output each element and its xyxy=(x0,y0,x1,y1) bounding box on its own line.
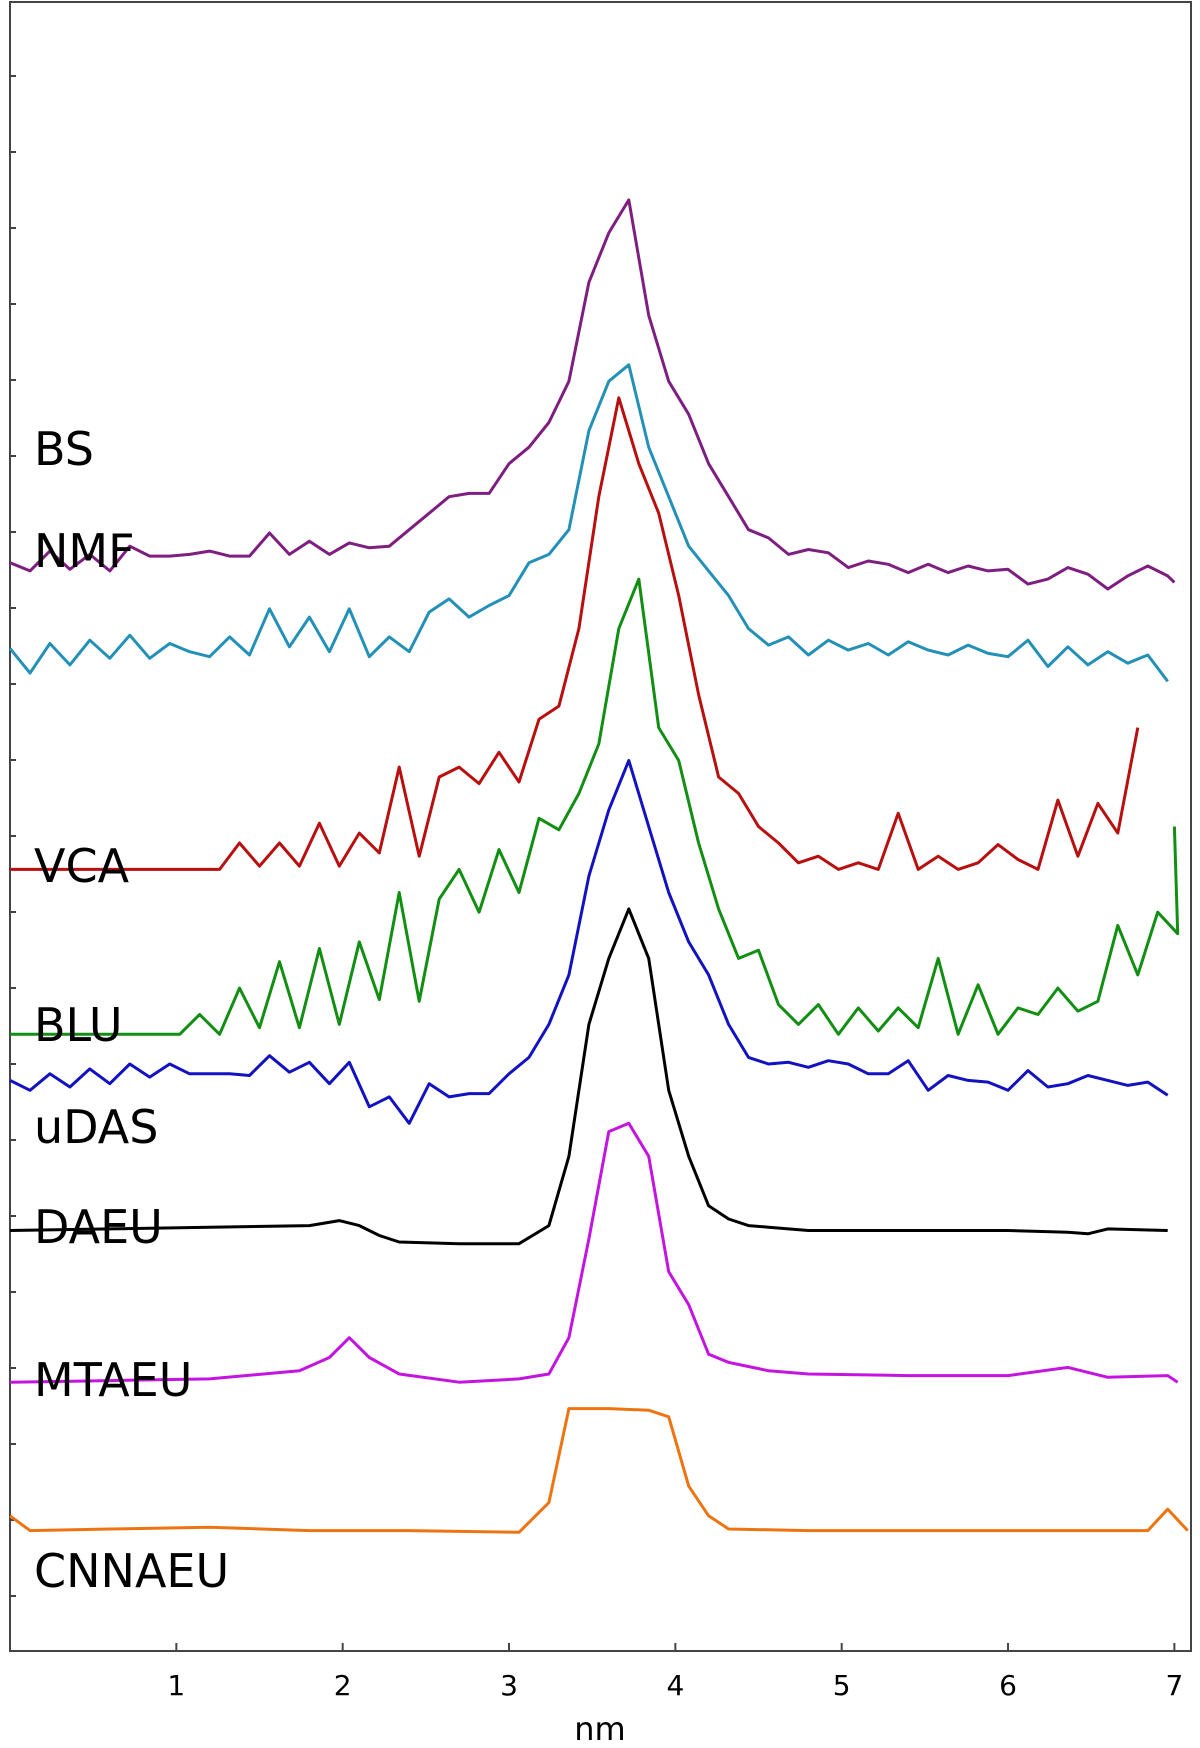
series-line-blu xyxy=(10,577,1180,1036)
plot-frame xyxy=(9,1,1192,1652)
series-label-bs: BS xyxy=(34,422,94,476)
x-tick-label: 1 xyxy=(167,1669,185,1702)
series-line-udas xyxy=(9,759,1169,1125)
series-line-mtaeu xyxy=(9,1121,1179,1384)
series-label-nmf: NMF xyxy=(34,524,135,578)
series-label-mtaeu: MTAEU xyxy=(34,1353,192,1407)
y-axis-ticks xyxy=(10,75,16,1597)
series-line-nmf xyxy=(8,363,1169,683)
series-line-daeu xyxy=(9,907,1168,1246)
series-label-cnnaeu: CNNAEU xyxy=(34,1544,229,1598)
x-tick-label: 6 xyxy=(999,1669,1017,1702)
series-lines xyxy=(8,198,1189,1534)
x-tick-label: 5 xyxy=(833,1669,851,1702)
x-axis: 1 2 3 4 5 6 7 xyxy=(167,1643,1183,1702)
x-axis-title: nm xyxy=(574,1710,625,1748)
series-label-daeu: DAEU xyxy=(34,1200,163,1254)
x-tick-label: 2 xyxy=(334,1669,352,1702)
series-labels: BS NMF VCA BLU uDAS DAEU MTAEU CNNAEU xyxy=(34,422,229,1598)
series-line-vca xyxy=(10,396,1140,871)
series-label-udas: uDAS xyxy=(34,1100,158,1154)
series-label-blu: BLU xyxy=(34,998,123,1052)
x-tick-label: 4 xyxy=(666,1669,684,1702)
series-line-cnnaeu xyxy=(9,1407,1189,1534)
x-tick-label: 3 xyxy=(500,1669,518,1702)
series-label-vca: VCA xyxy=(34,839,130,893)
x-tick-label: 7 xyxy=(1165,1669,1183,1702)
series-line-bs xyxy=(9,198,1176,591)
